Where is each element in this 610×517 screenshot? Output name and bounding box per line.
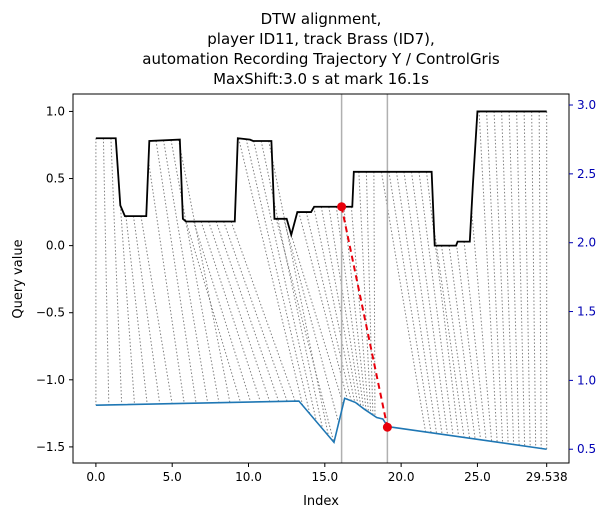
alignment-line (238, 138, 304, 406)
alignment-line (410, 171, 449, 436)
alignment-line (471, 209, 493, 442)
alignment-line (486, 111, 504, 443)
left-axis-ticks: 1.0 0.5 0.0 −0.5 −1.0 −1.5 (36, 104, 73, 454)
alignment-line (223, 221, 288, 402)
alignment-line (501, 111, 515, 445)
title-line-1: DTW alignment, (261, 10, 382, 28)
alignment-line (283, 218, 340, 424)
alignment-line (373, 171, 376, 417)
plot-frame (72, 93, 570, 464)
alignment-line (395, 171, 438, 434)
y-left-tick-label: 1.0 (46, 104, 65, 118)
alignment-line (305, 211, 352, 401)
x-tick-label: 10.0 (235, 470, 262, 484)
alignment-line (170, 139, 220, 403)
title-line-3: automation Recording Trajectory Y / Cont… (142, 50, 500, 68)
y-right-tick-label: 1.5 (577, 305, 596, 319)
title-line-4: MaxShift:3.0 s at mark 16.1s (213, 70, 429, 88)
y-right-tick-label: 2.5 (577, 167, 596, 181)
alignment-line (163, 140, 209, 403)
alignment-line (268, 140, 329, 436)
max-shift-link (340, 206, 389, 428)
y-left-tick-label: 0.5 (46, 172, 65, 186)
title-line-2: player ID11, track Brass (ID7), (207, 30, 435, 48)
alignment-line (523, 111, 531, 447)
alignment-line (155, 140, 197, 404)
right-axis-ticks: 3.0 2.5 2.0 1.5 1.0 0.5 (569, 98, 596, 456)
y-left-tick-label: −1.5 (36, 440, 65, 454)
alignment-line (125, 216, 148, 405)
alignment-line (328, 206, 362, 407)
alignment-line (140, 216, 173, 404)
alignment-line (253, 140, 317, 422)
alignment-line (132, 216, 161, 404)
alignment-line (102, 138, 110, 405)
alignment-line (200, 221, 261, 402)
x-tick-label: 5.0 (163, 470, 182, 484)
reference-series-line (95, 397, 547, 451)
alignment-line (493, 111, 509, 444)
x-tick-label: 0.0 (86, 470, 105, 484)
alignment-line (193, 221, 252, 403)
alignment-line (478, 111, 498, 443)
alignment-line (178, 139, 231, 403)
alignment-line (538, 111, 542, 449)
max-shift-reference-point (382, 422, 392, 432)
alignment-line (403, 171, 443, 435)
alignment-line (110, 138, 123, 405)
alignment-line (365, 171, 374, 415)
alignment-line (320, 206, 359, 405)
alignment-line (185, 221, 241, 403)
alignment-line (463, 241, 487, 441)
alignment-line (117, 177, 135, 405)
plot-area (95, 94, 548, 463)
alignment-line (245, 139, 311, 415)
alignment-line (433, 228, 465, 438)
alignment-line (335, 206, 365, 409)
y-left-tick-label: −0.5 (36, 306, 65, 320)
x-tick-label: 15.0 (311, 470, 338, 484)
y-right-tick-label: 3.0 (577, 98, 596, 112)
alignment-line (260, 140, 324, 430)
y-left-tick-label: −1.0 (36, 373, 65, 387)
y-left-tick-label: 0.0 (46, 239, 65, 253)
x-axis-label: Index (303, 494, 339, 509)
query-series-line (95, 110, 547, 247)
x-axis-ticks: 0.0 5.0 10.0 15.0 20.0 25.0 29.538 (86, 463, 568, 484)
alignment-line (147, 161, 185, 404)
y-right-tick-label: 1.0 (577, 373, 596, 387)
alignment-line (230, 221, 296, 402)
alignment-line (298, 211, 348, 400)
alignment-line (531, 111, 537, 448)
alignment-line (343, 206, 367, 411)
alignment-line (425, 171, 460, 437)
x-tick-label: 29.538 (526, 470, 568, 484)
chart-title: DTW alignment, player ID11, track Brass … (142, 10, 500, 88)
y-right-tick-label: 0.5 (577, 442, 596, 456)
alignment-line (358, 171, 372, 414)
x-tick-label: 20.0 (388, 470, 415, 484)
alignment-lines (95, 111, 548, 450)
alignment-line (456, 244, 482, 440)
alignment-line (313, 207, 356, 403)
alignment-line (448, 245, 476, 440)
alignment-line (350, 206, 369, 413)
alignment-line (215, 221, 280, 402)
alignment-line (418, 171, 454, 436)
alignment-line (290, 234, 344, 405)
y-right-tick-label: 2.0 (577, 236, 596, 250)
y-axis-label: Query value (11, 239, 26, 318)
max-shift-query-point (337, 202, 347, 212)
alignment-line (208, 221, 271, 402)
alignment-line (441, 245, 471, 439)
x-tick-label: 25.0 (464, 470, 491, 484)
